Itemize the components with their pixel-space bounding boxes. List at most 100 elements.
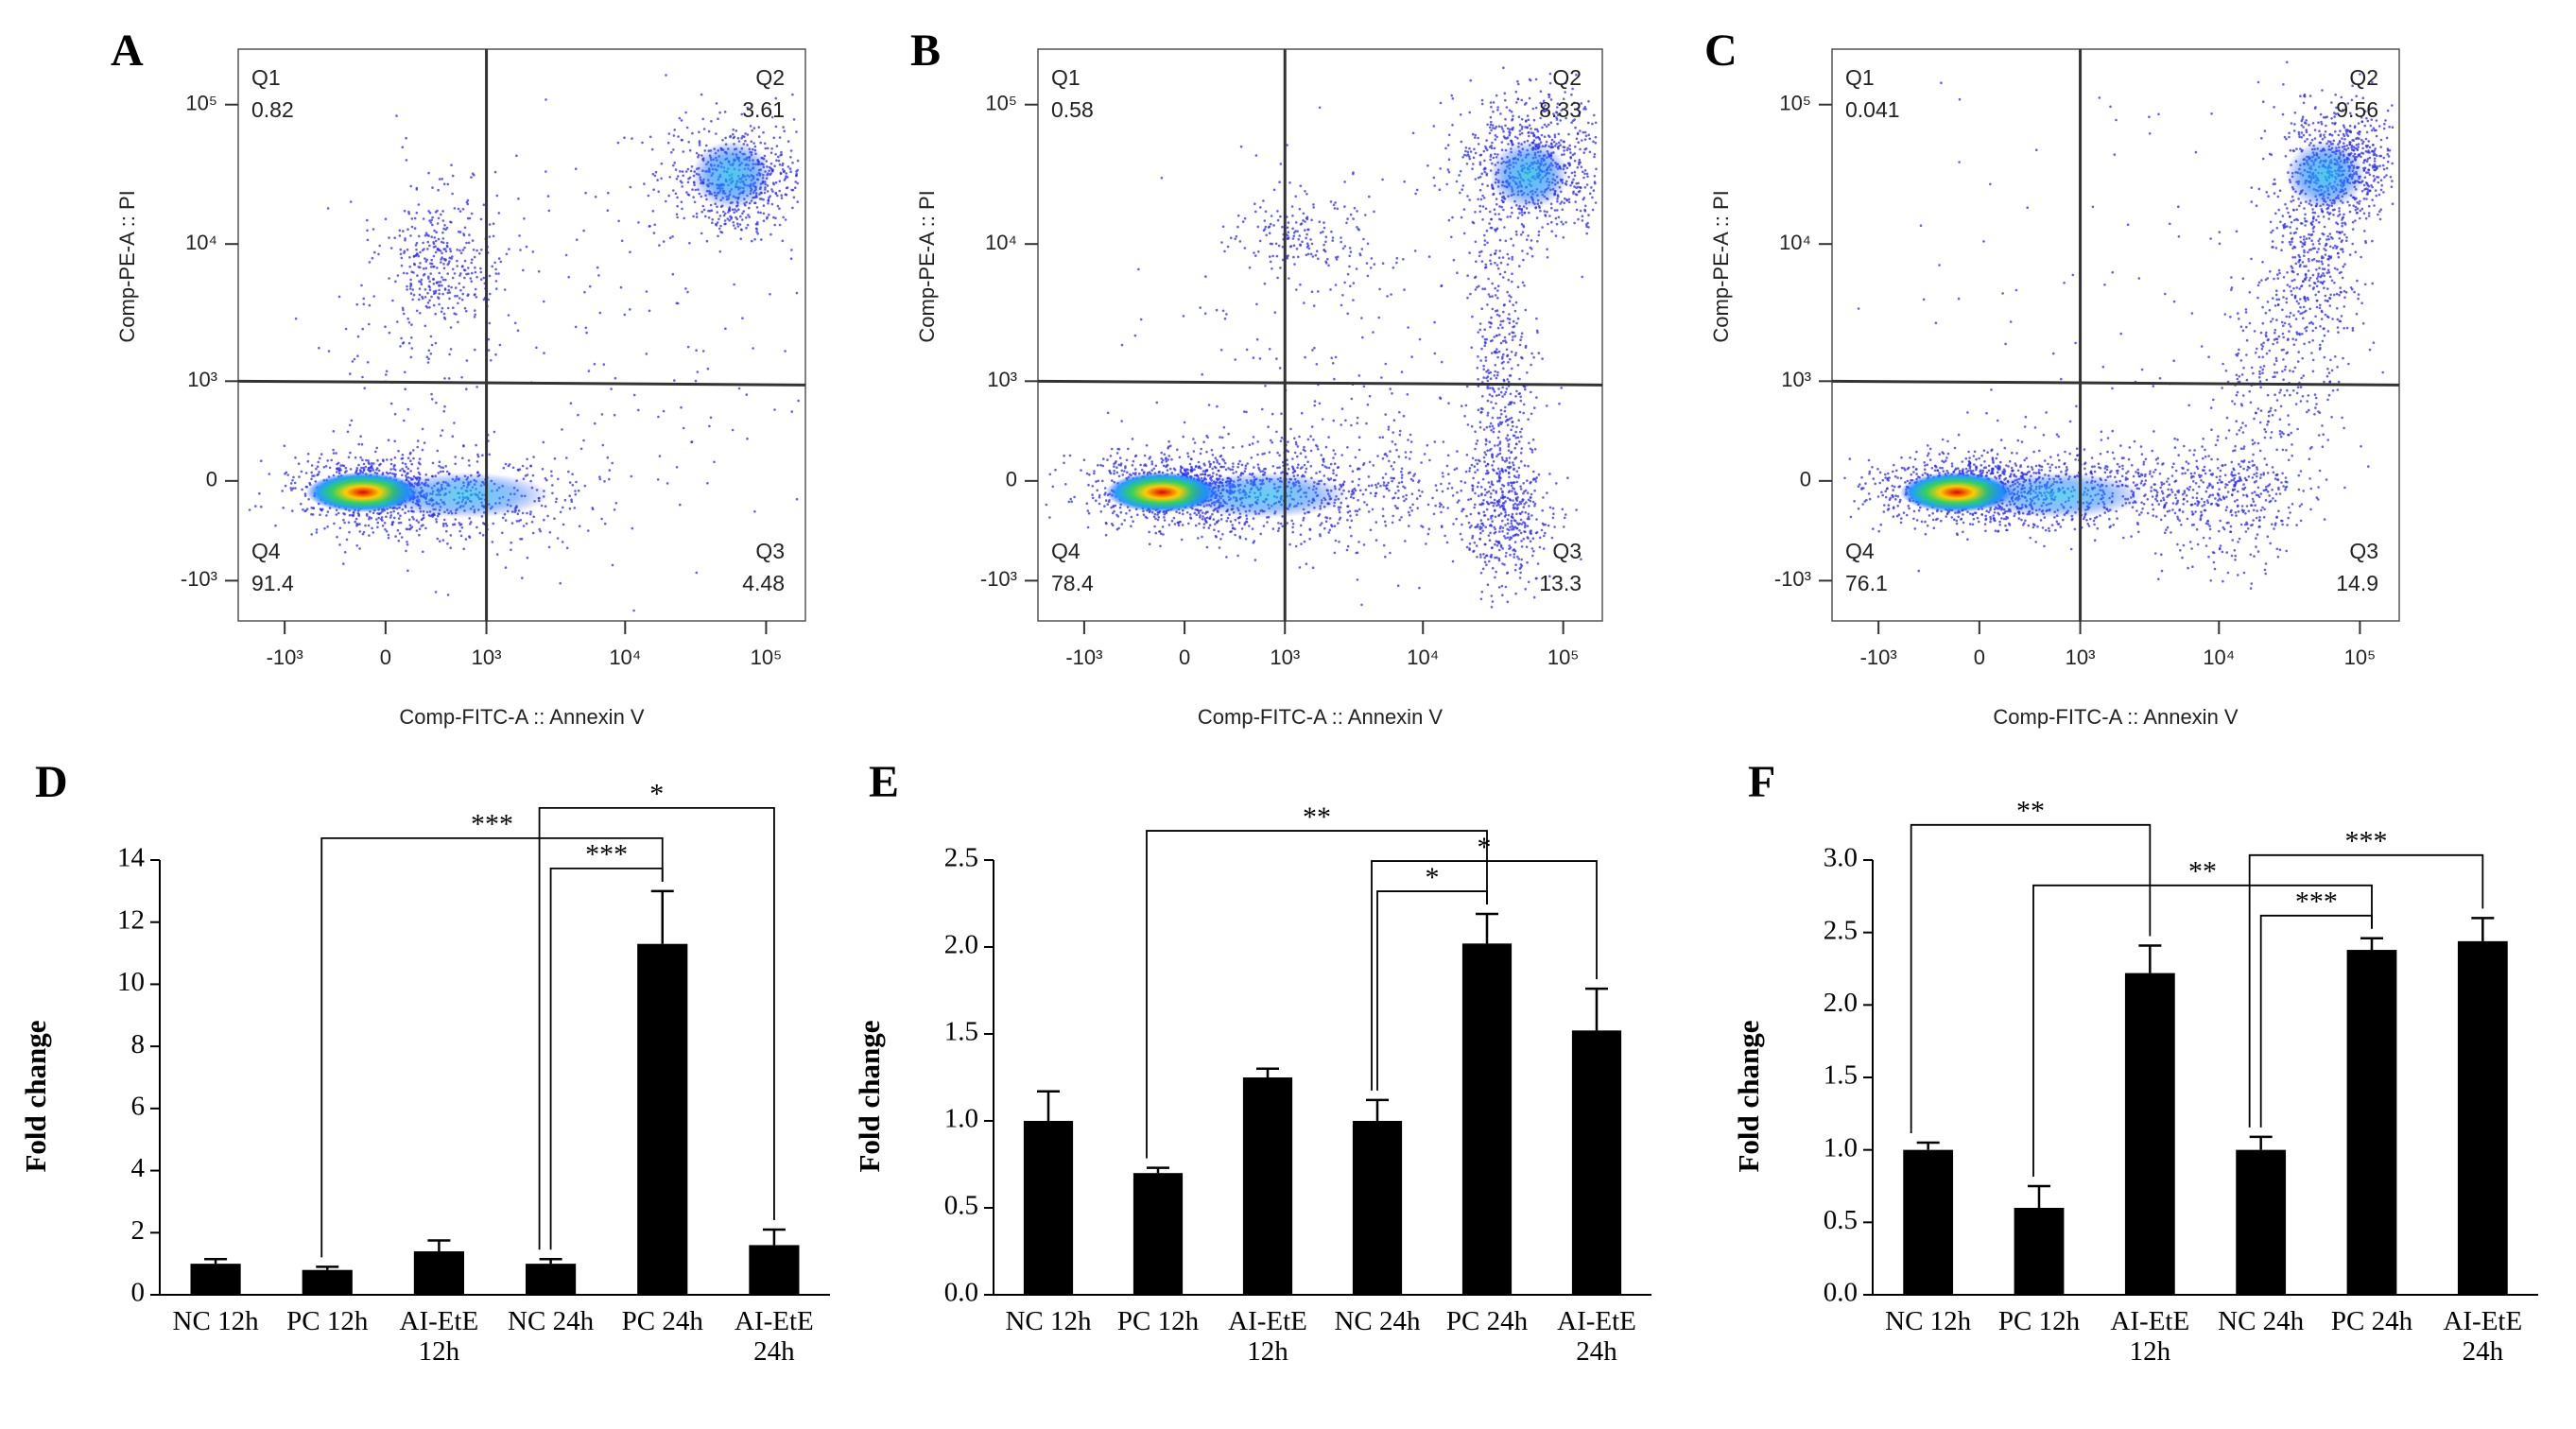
event-dot	[792, 118, 796, 121]
event-dot	[1142, 513, 1146, 516]
y-tick-label: 10³	[187, 368, 217, 391]
event-dot	[376, 458, 379, 462]
event-dot	[422, 297, 424, 301]
event-dot	[453, 312, 457, 316]
event-dot	[1393, 505, 1397, 508]
event-dot	[1581, 139, 1583, 142]
event-dot	[531, 250, 535, 253]
event-dot	[1381, 476, 1385, 479]
event-dot	[685, 191, 688, 194]
event-dot	[1192, 438, 1195, 440]
event-dot	[461, 265, 464, 267]
event-dot	[368, 517, 371, 521]
event-dot	[1132, 472, 1135, 475]
event-dot	[370, 466, 372, 470]
event-dot	[1472, 156, 1476, 160]
event-dot	[433, 229, 436, 232]
event-dot	[1487, 481, 1491, 484]
event-dot	[673, 162, 676, 164]
event-dot	[424, 288, 427, 291]
event-dot	[337, 468, 341, 472]
event-dot	[1486, 123, 1489, 127]
event-dot	[665, 74, 667, 77]
event-dot	[1243, 522, 1247, 525]
event-dot	[437, 188, 440, 192]
event-dot	[1338, 510, 1341, 514]
event-dot	[361, 375, 364, 379]
event-dot	[357, 442, 361, 446]
event-dot	[392, 509, 396, 513]
event-dot	[354, 520, 357, 524]
event-dot	[1501, 326, 1504, 330]
event-dot	[290, 489, 293, 491]
event-dot	[637, 408, 640, 412]
event-dot	[1495, 202, 1498, 206]
event-dot	[1395, 507, 1398, 509]
event-dot	[504, 566, 508, 569]
event-dot	[378, 512, 381, 515]
event-dot	[1483, 166, 1487, 170]
event-dot	[1496, 370, 1499, 374]
event-dot	[400, 336, 403, 340]
event-dot	[431, 461, 435, 465]
event-dot	[1484, 525, 1487, 529]
event-dot	[422, 217, 425, 220]
event-dot	[375, 468, 378, 472]
event-dot	[406, 473, 409, 475]
event-dot	[1506, 263, 1510, 267]
event-dot	[1543, 210, 1547, 213]
event-dot	[390, 523, 394, 526]
event-dot	[596, 266, 599, 269]
event-dot	[326, 510, 330, 513]
event-dot	[419, 250, 422, 254]
event-dot	[778, 223, 782, 227]
event-dot	[1489, 123, 1493, 127]
event-dot	[1238, 459, 1241, 463]
event-dot	[1455, 180, 1459, 183]
event-dot	[344, 327, 348, 331]
event-dot	[1182, 435, 1184, 439]
event-dot	[452, 523, 455, 526]
event-dot	[424, 233, 427, 237]
event-dot	[1595, 167, 1598, 171]
event-dot	[629, 250, 631, 254]
event-dot	[1489, 158, 1492, 162]
event-dot	[1492, 101, 1495, 104]
event-dot	[1197, 537, 1200, 540]
event-dot	[1202, 470, 1205, 473]
event-dot	[1516, 79, 1519, 83]
event-dot	[1481, 205, 1485, 208]
event-dot	[1381, 508, 1385, 510]
event-dot	[1451, 215, 1454, 219]
event-dot	[442, 312, 446, 316]
event-dot	[1592, 189, 1596, 192]
event-dot	[376, 525, 379, 529]
event-dot	[1427, 527, 1431, 530]
event-dot	[1384, 555, 1387, 559]
event-dot	[748, 206, 751, 210]
event-dot	[289, 487, 293, 490]
event-dot	[788, 167, 792, 170]
event-dot	[1365, 422, 1368, 425]
event-dot	[1486, 583, 1490, 586]
event-dot	[1545, 125, 1548, 129]
event-dot	[1268, 451, 1271, 454]
event-dot	[759, 211, 762, 215]
event-dot	[769, 232, 772, 236]
event-dot	[368, 322, 371, 326]
event-dot	[684, 287, 687, 290]
event-dot	[459, 534, 463, 538]
event-dot	[424, 267, 428, 270]
event-dot	[1536, 240, 1539, 243]
event-dot	[606, 209, 610, 212]
event-dot	[656, 478, 660, 481]
event-dot	[1493, 208, 1496, 211]
event-dot	[623, 136, 626, 139]
event-dot	[323, 526, 326, 530]
event-dot	[1523, 103, 1527, 106]
event-dot	[411, 288, 415, 291]
event-dot	[674, 192, 678, 196]
event-dot	[418, 293, 422, 297]
event-dot	[391, 521, 395, 524]
event-dot	[1162, 464, 1166, 468]
